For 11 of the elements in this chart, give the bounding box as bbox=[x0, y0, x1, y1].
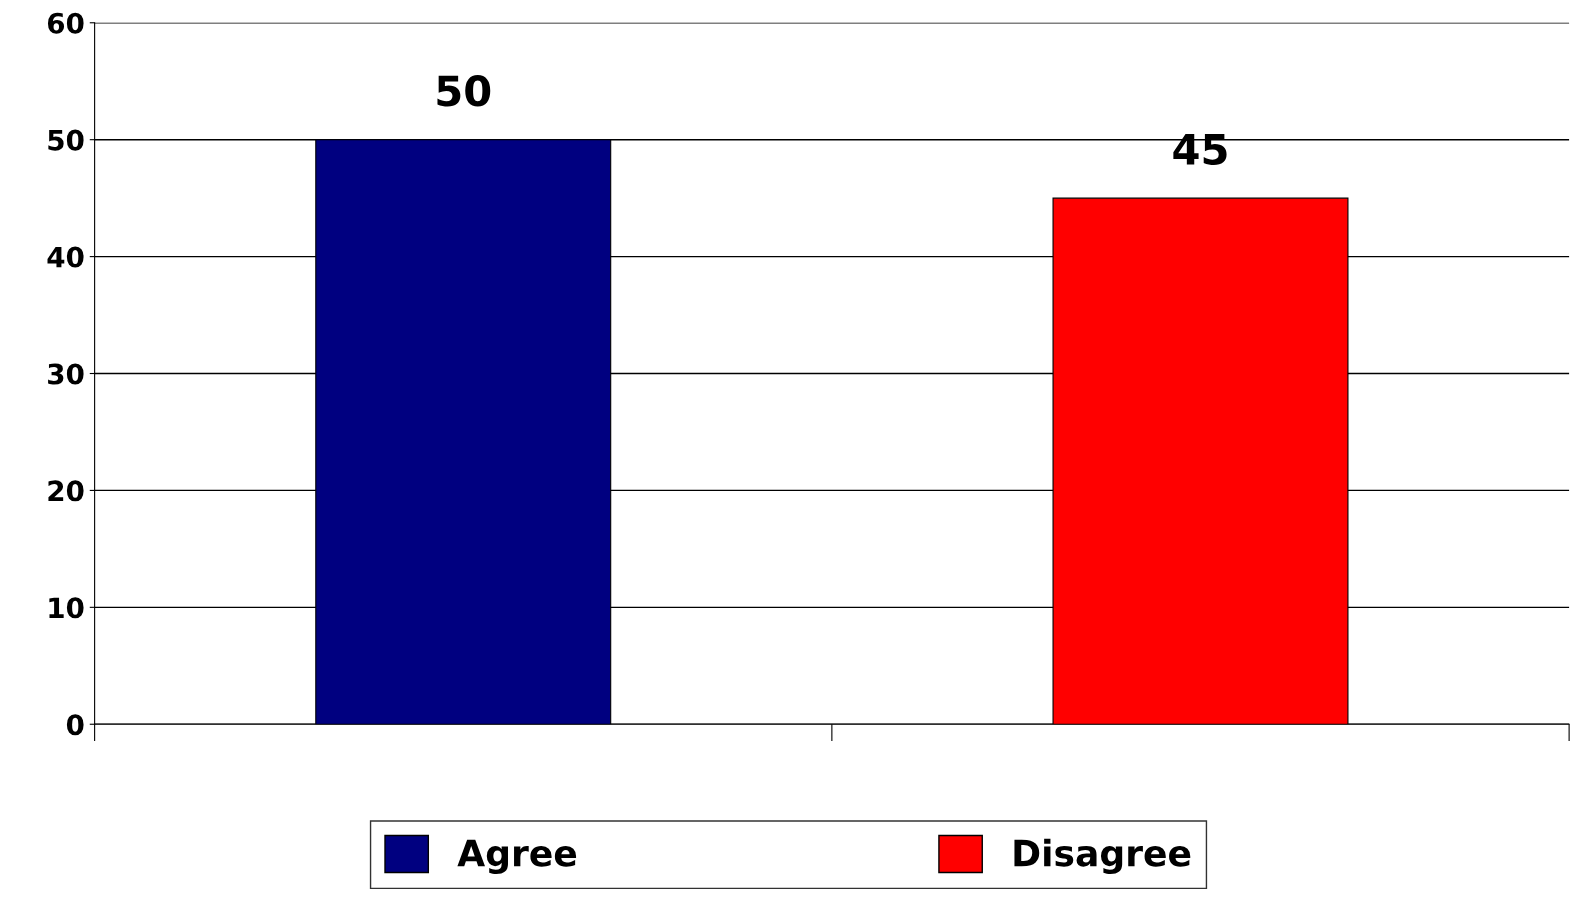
data-label: 45 bbox=[1173, 134, 1227, 166]
legend-label: Agree bbox=[457, 839, 577, 874]
y-tick-label: 20 bbox=[48, 480, 84, 502]
data-label: 50 bbox=[437, 75, 491, 107]
y-tick-label: 0 bbox=[66, 714, 84, 736]
y-tick-label: 60 bbox=[47, 12, 84, 34]
y-tick-label: 50 bbox=[48, 129, 84, 151]
y-tick-label: 30 bbox=[48, 363, 84, 385]
y-tick-label: 40 bbox=[47, 246, 84, 268]
legend-label: Disagree bbox=[1014, 838, 1191, 874]
y-tick-label: 10 bbox=[49, 597, 84, 619]
